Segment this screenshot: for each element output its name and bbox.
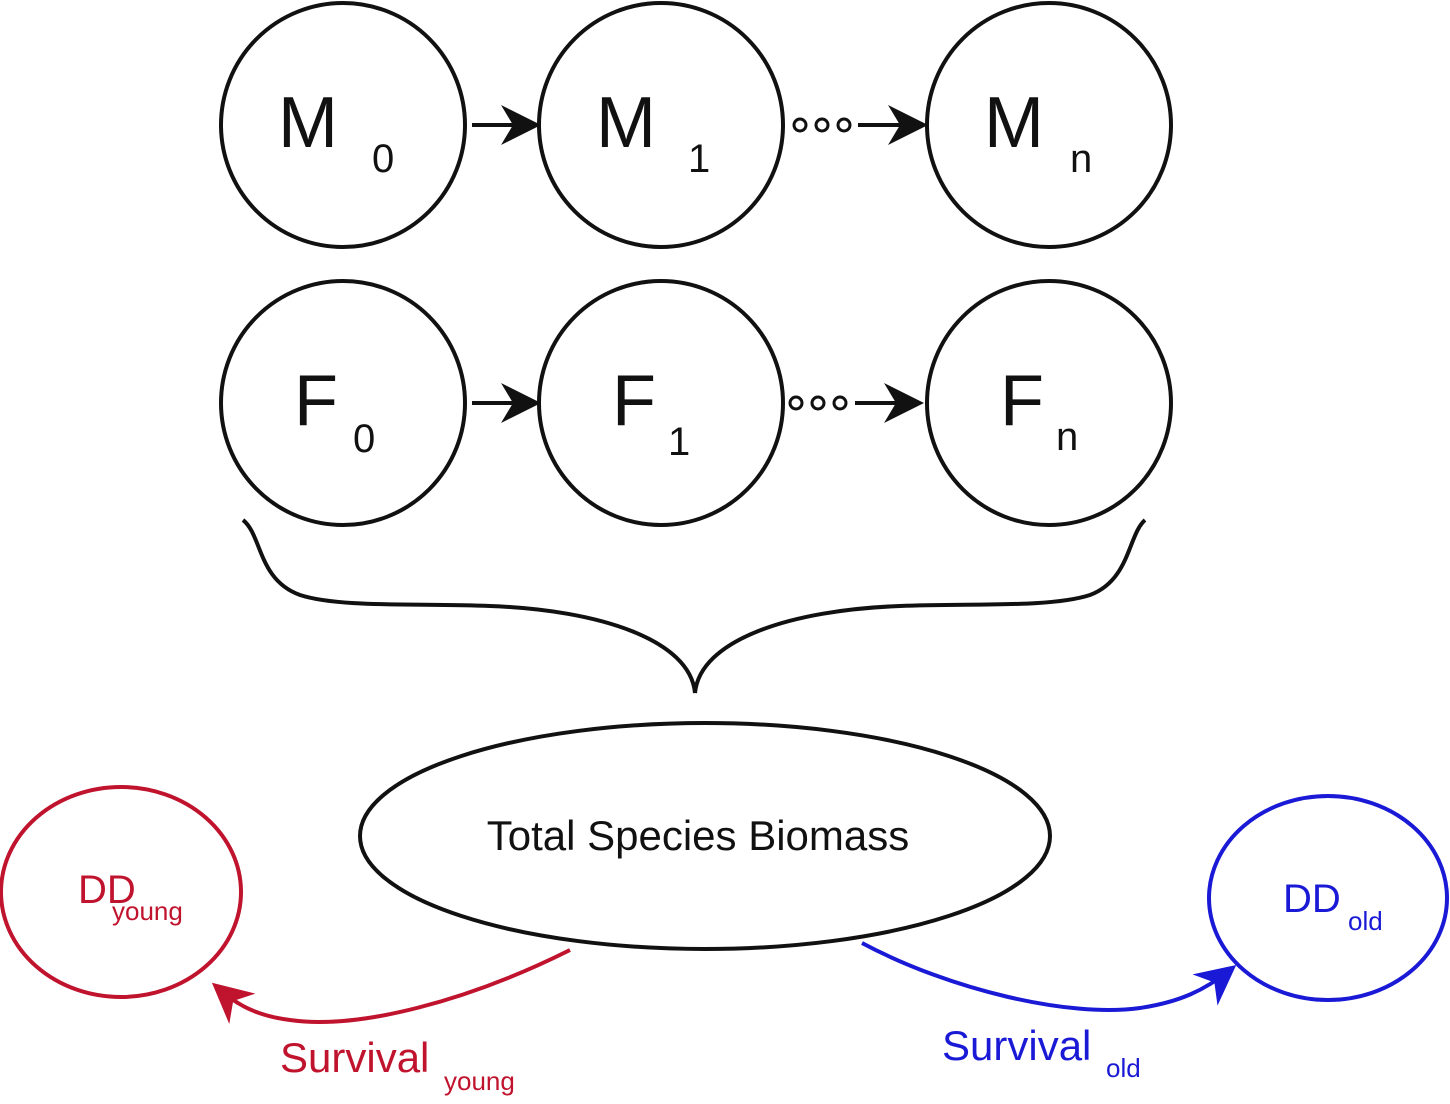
svg-text:young: young: [112, 896, 183, 926]
svg-text:M: M: [278, 83, 338, 163]
total-biomass-node: Total Species Biomass: [358, 721, 1052, 951]
svg-text:Total Species Biomass: Total Species Biomass: [487, 812, 910, 859]
survival-young-arrow: [211, 948, 571, 1025]
svg-text:1: 1: [668, 420, 690, 464]
node-fn: F n: [925, 279, 1173, 527]
svg-text:DD: DD: [78, 868, 136, 912]
svg-text:M: M: [596, 83, 656, 163]
svg-text:old: old: [1348, 906, 1383, 936]
node-f0: F 0: [219, 279, 467, 527]
survival-old-arrow: [861, 941, 1237, 1012]
svg-text:Survival: Survival: [280, 1034, 429, 1081]
svg-text:F: F: [612, 361, 656, 441]
ellipsis-dots-m: [792, 117, 852, 133]
svg-text:Survival: Survival: [942, 1022, 1091, 1069]
svg-text:F: F: [294, 361, 338, 441]
dd-old-node: DD old: [1207, 794, 1449, 1002]
node-m0: M 0: [219, 1, 467, 249]
node-mn: M n: [925, 1, 1173, 249]
svg-text:DD: DD: [1283, 877, 1341, 921]
svg-text:0: 0: [372, 137, 394, 181]
svg-text:M: M: [984, 83, 1044, 163]
svg-text:0: 0: [353, 417, 375, 461]
svg-text:old: old: [1106, 1053, 1141, 1083]
female-row: F 0 F 1 F n: [219, 279, 1173, 527]
dd-young-node: DD young: [0, 785, 243, 999]
survival-old-label: Survival old: [942, 1022, 1141, 1083]
survival-young-label: Survival young: [280, 1034, 515, 1096]
node-f1: F 1: [537, 279, 785, 527]
svg-text:1: 1: [688, 137, 710, 181]
svg-text:F: F: [1000, 361, 1044, 441]
ellipsis-dots-f: [788, 395, 848, 411]
svg-text:n: n: [1056, 415, 1078, 459]
male-row: M 0 M 1 M n: [219, 1, 1173, 249]
svg-text:n: n: [1070, 137, 1092, 181]
node-m1: M 1: [537, 1, 785, 249]
svg-text:young: young: [444, 1066, 515, 1096]
grouping-brace: [241, 518, 1147, 694]
